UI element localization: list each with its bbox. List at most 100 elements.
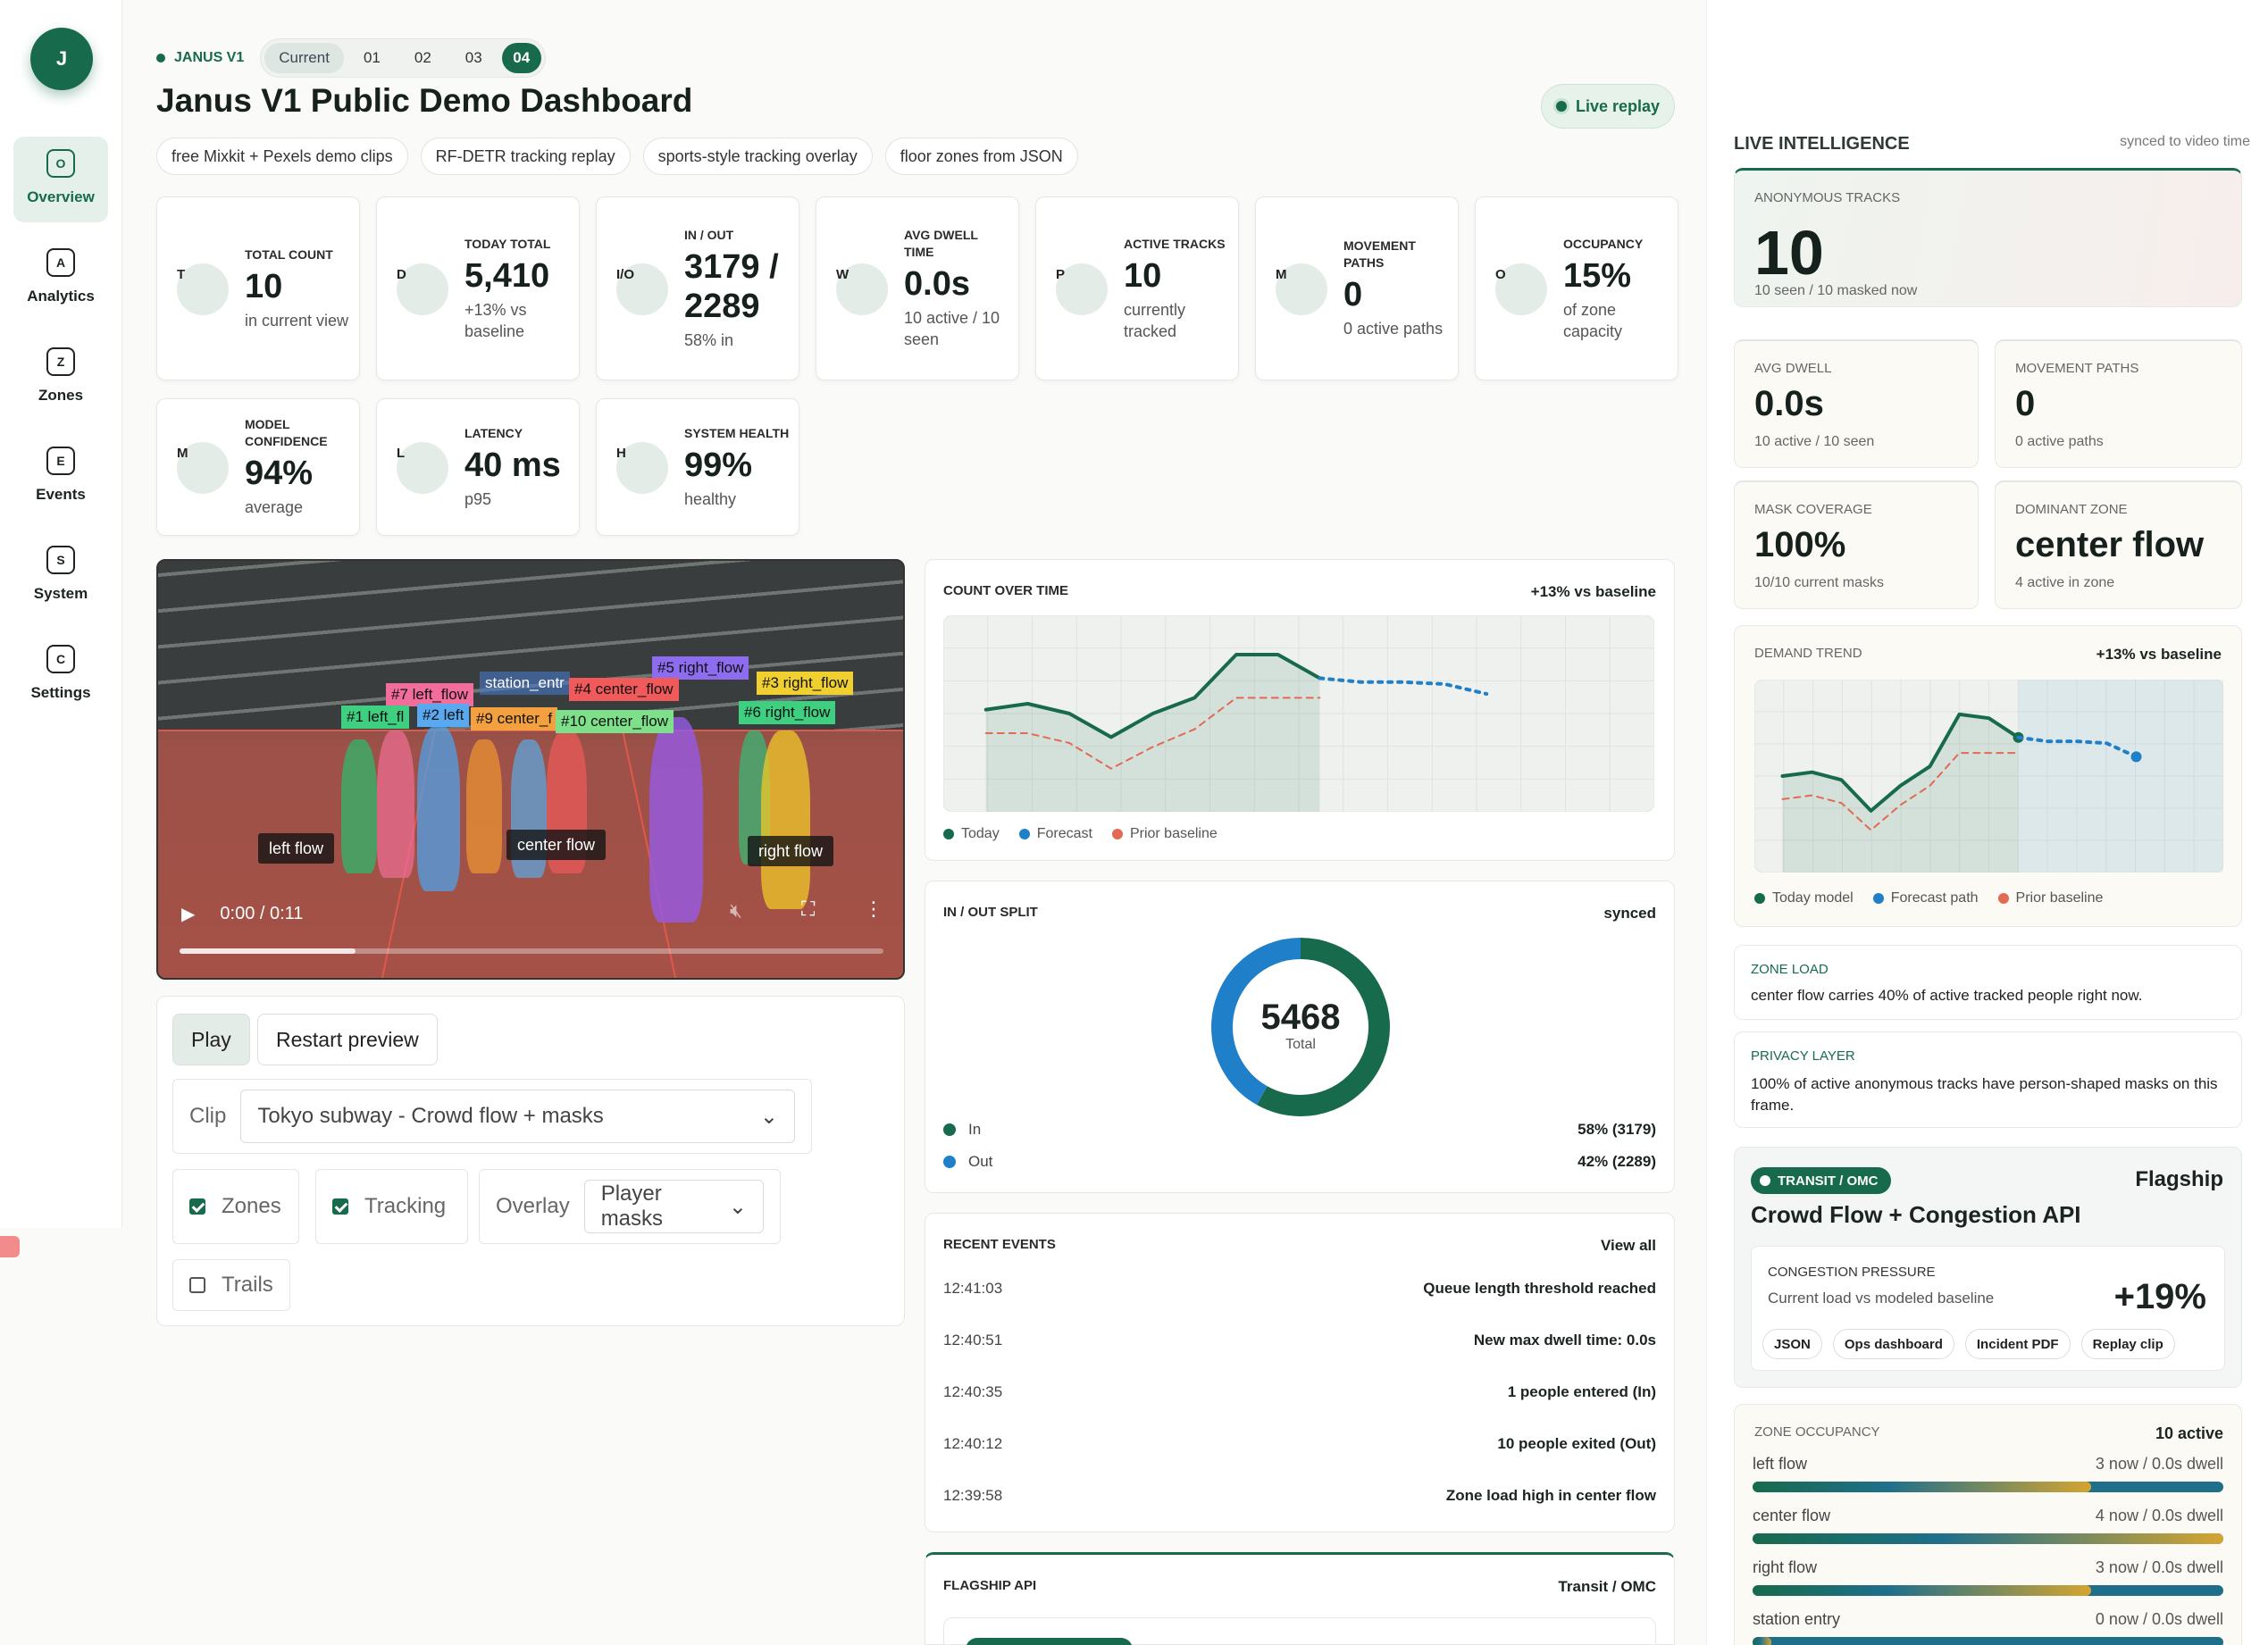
donut-slice-out <box>1211 938 1390 1116</box>
tracking-toggle[interactable]: Tracking <box>315 1169 468 1244</box>
out-value: 42% (2289) <box>1578 1153 1656 1170</box>
flagship-card: TRANSIT / OMC Flagship Crowd Flow + Cong… <box>1734 1147 2242 1388</box>
track-label: #4 center_flow <box>569 678 679 701</box>
incident-pdf-button[interactable]: Incident PDF <box>1964 1329 2071 1359</box>
clip-select-value: Tokyo subway - Crowd flow + masks <box>257 1104 604 1128</box>
tag-demo-clips[interactable]: free Mixkit + Pexels demo clips <box>156 138 408 175</box>
pressure-sub: Current load vs modeled baseline <box>1768 1290 1995 1307</box>
event-row[interactable]: 12:39:58 Zone load high in center flow <box>943 1487 1656 1505</box>
anonymous-tracks-sub: 10 seen / 10 masked now <box>1754 283 1918 298</box>
app-logo[interactable]: J <box>30 28 93 90</box>
privacy-label: PRIVACY LAYER <box>1751 1048 1855 1064</box>
kpi-value: 40 ms <box>464 446 561 484</box>
series-line-today <box>983 653 1322 739</box>
video-play-icon[interactable]: ▶ <box>181 905 196 924</box>
clip-select[interactable]: Tokyo subway - Crowd flow + masks ⌄ <box>240 1090 795 1143</box>
kpi-icon-circle <box>177 263 229 315</box>
zone-row[interactable]: right flow 3 now / 0.0s dwell <box>1753 1558 2223 1596</box>
out-dot-icon <box>943 1156 956 1168</box>
panel-title: LIVE INTELLIGENCE <box>1734 134 1910 154</box>
nav-zones[interactable]: Z Zones <box>13 335 108 421</box>
trails-toggle[interactable]: Trails <box>172 1259 290 1311</box>
series-point <box>2130 751 2142 763</box>
kpi-sub: 10 active / 10 seen <box>904 309 1000 348</box>
event-row[interactable]: 12:40:51 New max dwell time: 0.0s <box>943 1332 1656 1349</box>
version-tab-current[interactable]: Current <box>264 43 344 73</box>
anonymous-tracks-label: ANONYMOUS TRACKS <box>1754 190 1901 205</box>
event-row[interactable]: 12:40:35 1 people entered (In) <box>943 1383 1656 1401</box>
event-row[interactable]: 12:41:03 Queue length threshold reached <box>943 1280 1656 1298</box>
kpi-sub: 58% in <box>684 330 734 349</box>
zone-detail: 4 now / 0.0s dwell <box>2095 1507 2223 1524</box>
demand-trend-legend: Today model Forecast path Prior baseline <box>1754 890 2103 906</box>
kpi-icon-circle <box>1056 263 1108 315</box>
legend-dot-icon <box>1872 893 1884 904</box>
nav-analytics-label: Analytics <box>27 288 95 305</box>
zones-checkbox[interactable] <box>189 1198 205 1215</box>
kpi-card: M MODEL CONFIDENCE 94% average <box>156 398 360 536</box>
version-tab-02[interactable]: 02 <box>414 49 431 66</box>
zones-toggle[interactable]: Zones <box>172 1169 299 1244</box>
restart-preview-button[interactable]: Restart preview <box>257 1014 438 1065</box>
version-tab-03[interactable]: 03 <box>464 49 482 66</box>
version-tab-01[interactable]: 01 <box>363 49 381 66</box>
play-button[interactable]: Play <box>172 1014 250 1065</box>
kpi-icon: D <box>397 267 406 282</box>
tag-floor-zones[interactable]: floor zones from JSON <box>884 138 1078 175</box>
brand-label: JANUS V1 <box>174 50 245 65</box>
kpi-sub: +13% vs baseline <box>464 300 527 340</box>
kpi-icon: P <box>1056 267 1066 282</box>
json-button[interactable]: JSON <box>1762 1329 1822 1359</box>
zone-occupancy-label: ZONE OCCUPANCY <box>1754 1424 1880 1440</box>
video-player[interactable]: #5 right_flow station_entr #7 left_flow … <box>156 559 905 980</box>
in-dot-icon <box>943 1123 956 1136</box>
event-row[interactable]: 12:40:12 10 people exited (Out) <box>943 1435 1656 1453</box>
zone-row[interactable]: center flow 4 now / 0.0s dwell <box>1753 1507 2223 1544</box>
clip-label: Clip <box>189 1104 227 1128</box>
kpi-text: TODAY TOTAL 5,410 +13% vs baseline <box>464 197 570 380</box>
kpi-sub: average <box>245 498 304 516</box>
zone-bar-fill <box>1753 1482 2092 1492</box>
tracking-checkbox[interactable] <box>332 1198 348 1215</box>
kpi-icon-circle <box>836 263 888 315</box>
nav-analytics[interactable]: A Analytics <box>13 236 108 321</box>
video-progress-fill <box>180 948 356 954</box>
flagship-title: Crowd Flow + Congestion API <box>1751 1201 2081 1228</box>
overlay-label: Overlay <box>496 1194 570 1218</box>
live-intelligence-panel: LIVE INTELLIGENCE synced to video time A… <box>1706 0 2268 1645</box>
split-row-in: In 58% (3179) <box>943 1121 1656 1139</box>
zone-bar-fill <box>1753 1585 2092 1596</box>
replay-clip-button[interactable]: Replay clip <box>2080 1329 2175 1359</box>
nav-settings[interactable]: C Settings <box>13 632 108 718</box>
kpi-icon: M <box>1276 267 1287 282</box>
version-tab-04[interactable]: 04 <box>501 43 541 73</box>
kpi-text: AVG DWELL TIME 0.0s 10 active / 10 seen <box>904 197 1009 380</box>
video-progress[interactable] <box>180 948 883 954</box>
kpi-card: P ACTIVE TRACKS 10 currently tracked <box>1035 196 1239 380</box>
kpi-icon-circle <box>1495 263 1547 315</box>
overlay-select[interactable]: Player masks ⌄ <box>583 1180 764 1233</box>
nav-events[interactable]: E Events <box>13 434 108 520</box>
view-all-link[interactable]: View all <box>1600 1237 1656 1254</box>
legend-dot-icon <box>943 829 954 839</box>
nav-overview[interactable]: O Overview <box>13 137 108 222</box>
feed-icon[interactable] <box>0 1236 20 1257</box>
ops-dashboard-button[interactable]: Ops dashboard <box>1832 1329 1954 1359</box>
kpi-value: 0.0s <box>904 265 970 303</box>
zone-row[interactable]: station entry 0 now / 0.0s dwell <box>1753 1610 2223 1645</box>
nav-system[interactable]: S System <box>13 533 108 619</box>
mute-icon[interactable]: 🔇︎ <box>730 900 742 923</box>
more-icon[interactable]: ⋮ <box>864 898 883 921</box>
nav-system-label: System <box>33 585 88 602</box>
forecast-band <box>2018 680 2223 873</box>
fullscreen-icon[interactable]: ⛶ <box>801 898 816 921</box>
tag-overlay[interactable]: sports-style tracking overlay <box>642 138 873 175</box>
mask-coverage-value: 100% <box>1754 525 1846 564</box>
trails-checkbox[interactable] <box>189 1277 205 1293</box>
out-label: Out <box>968 1153 993 1170</box>
legend-forecast-path: Forecast path <box>1872 890 1979 906</box>
live-replay-button[interactable]: Live replay <box>1541 84 1675 129</box>
zone-row[interactable]: left flow 3 now / 0.0s dwell <box>1753 1455 2223 1492</box>
kpi-icon-circle <box>1276 263 1327 315</box>
tag-rf-detr[interactable]: RF-DETR tracking replay <box>420 138 631 175</box>
